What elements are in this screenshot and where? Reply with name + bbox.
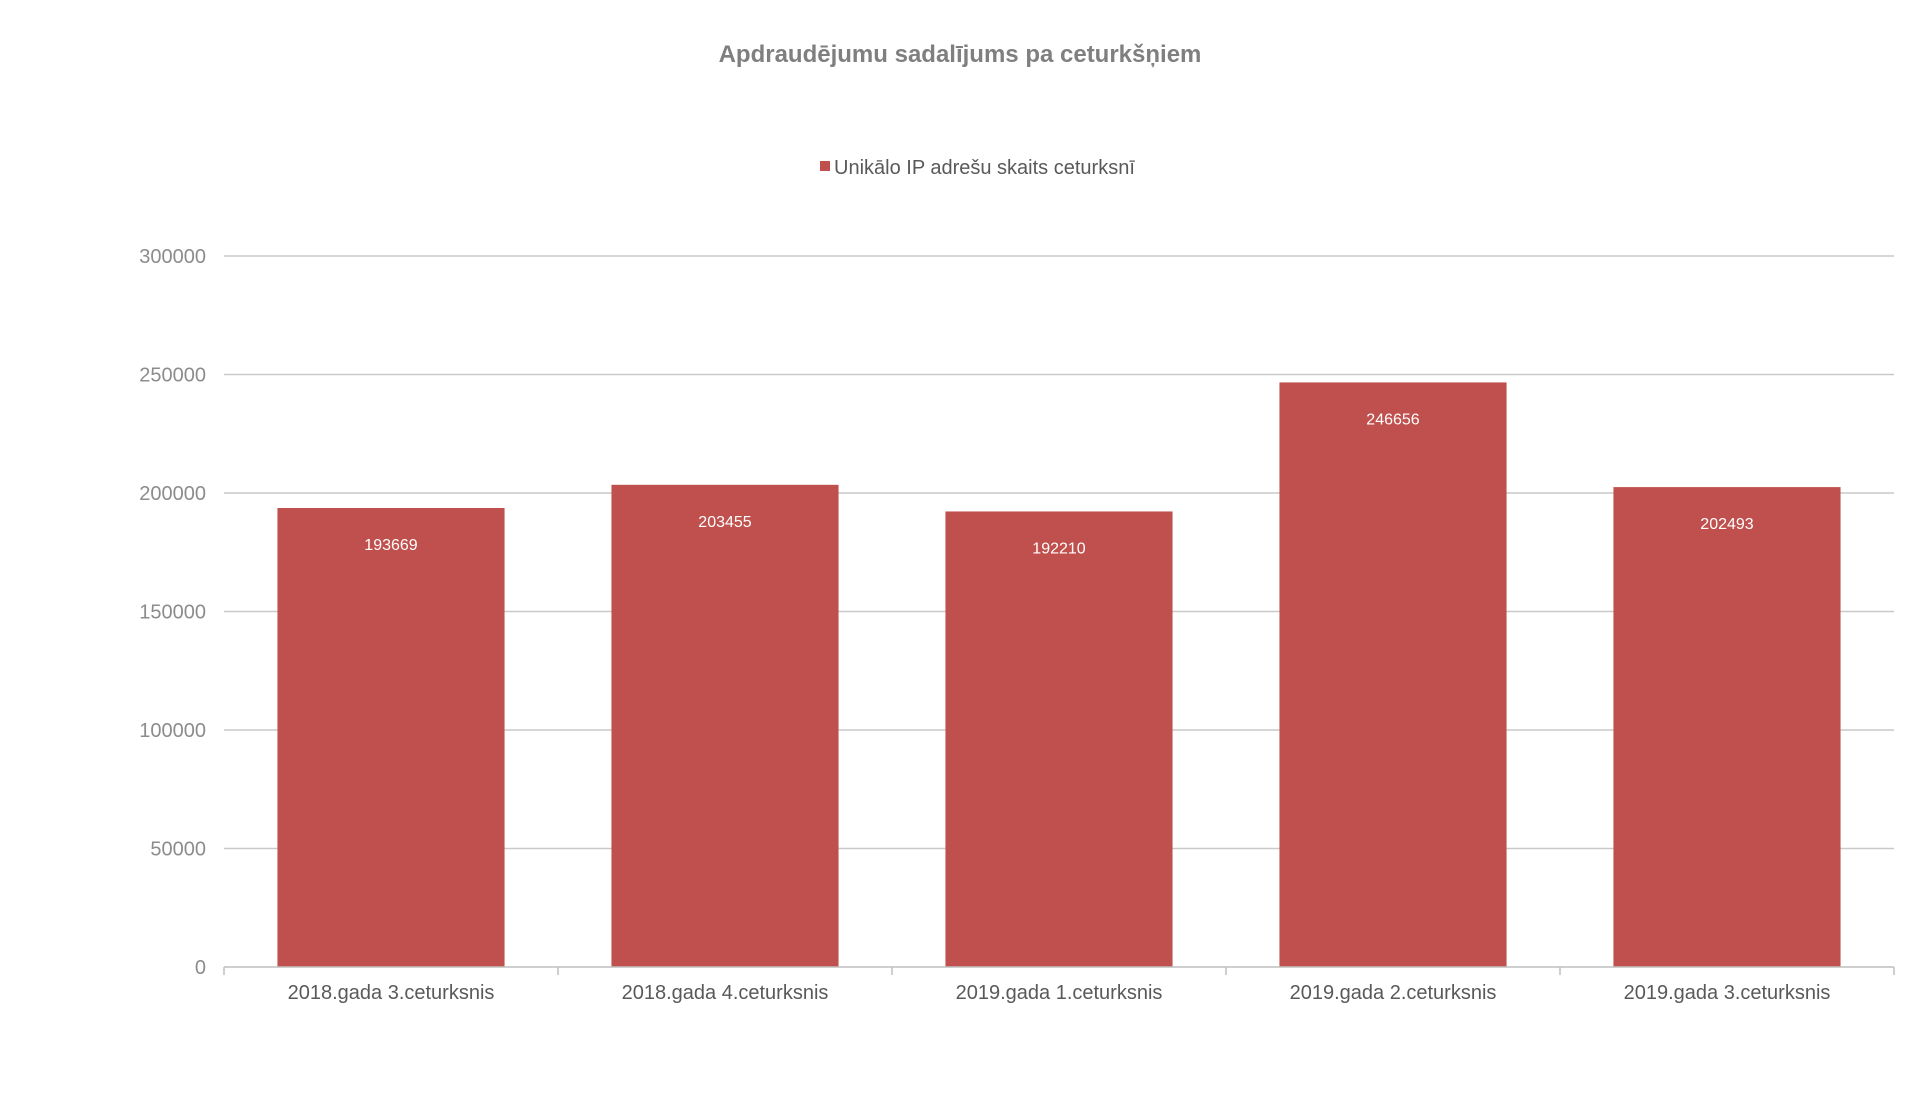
legend-label: Unikālo IP adrešu skaits ceturksnī xyxy=(834,157,1135,179)
bar xyxy=(1613,487,1841,967)
data-label: 202493 xyxy=(1700,516,1753,533)
x-tick-label: 2019.gada 1.ceturksnis xyxy=(956,982,1163,1004)
x-tick-label: 2018.gada 3.ceturksnis xyxy=(288,982,495,1004)
bar xyxy=(611,484,839,967)
y-tick-label: 250000 xyxy=(139,365,206,387)
data-label: 246656 xyxy=(1366,411,1419,428)
legend-swatch xyxy=(820,161,830,171)
axes xyxy=(223,966,1895,975)
y-tick-label: 200000 xyxy=(139,483,206,505)
y-tick-label: 50000 xyxy=(150,839,206,861)
bar xyxy=(945,511,1173,967)
y-tick-label: 100000 xyxy=(139,720,206,742)
y-tick-label: 0 xyxy=(195,957,206,979)
x-tick-label: 2019.gada 2.ceturksnis xyxy=(1290,982,1497,1004)
bars xyxy=(277,382,1841,967)
data-label: 193669 xyxy=(364,537,417,554)
chart-title: Apdraudējumu sadalījums pa ceturkšņiem xyxy=(719,41,1202,68)
legend: Unikālo IP adrešu skaits ceturksnī xyxy=(820,157,1135,179)
y-tick-label: 300000 xyxy=(139,246,206,268)
data-label: 203455 xyxy=(698,514,751,531)
data-label: 192210 xyxy=(1032,540,1085,557)
y-tick-label: 150000 xyxy=(139,602,206,624)
x-tick-label: 2018.gada 4.ceturksnis xyxy=(622,982,829,1004)
labels: 0 50000 100000 150000 200000 250000 300000 1936… xyxy=(139,246,1830,1004)
x-tick-label: 2019.gada 3.ceturksnis xyxy=(1624,982,1831,1004)
bar xyxy=(277,508,505,967)
bar xyxy=(1279,382,1507,967)
